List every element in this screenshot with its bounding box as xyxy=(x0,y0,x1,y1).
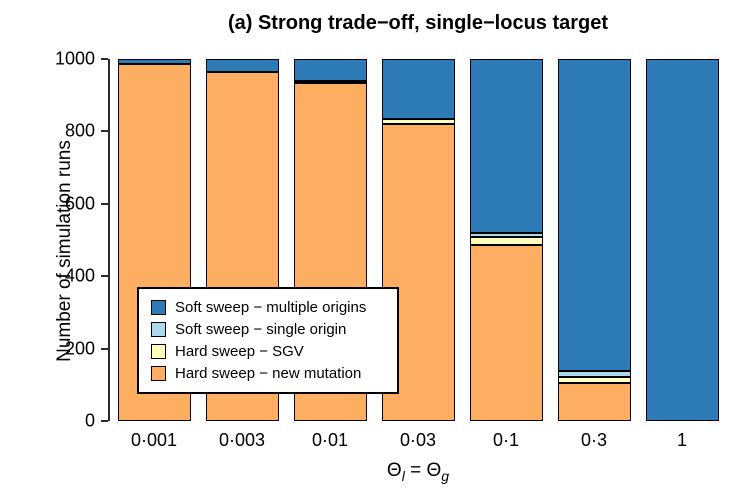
legend-label: Hard sweep − SGV xyxy=(175,343,304,360)
legend-label: Soft sweep − multiple origins xyxy=(175,299,367,316)
bar-slot xyxy=(550,59,638,421)
stacked-bar-0·3 xyxy=(557,59,631,421)
y-tick-label: 0 xyxy=(84,410,95,431)
y-tick-label: 600 xyxy=(64,193,95,214)
legend-item: Hard sweep − new mutation xyxy=(151,364,387,383)
y-tick-label: 1000 xyxy=(54,48,95,69)
bar-segment xyxy=(293,80,367,83)
bar-segment xyxy=(557,376,631,383)
legend-swatch xyxy=(151,300,166,315)
x-tick-label: 0·003 xyxy=(218,430,266,450)
x-axis-title-sub-right: g xyxy=(441,468,450,484)
bar-slot xyxy=(374,59,462,421)
stacked-bar-0·1 xyxy=(469,59,543,421)
stacked-bar-1 xyxy=(645,59,719,421)
legend-label: Hard sweep − new mutation xyxy=(175,365,362,382)
bar-segment xyxy=(205,59,279,72)
y-tick-label: 200 xyxy=(64,338,95,359)
legend-swatch xyxy=(151,366,166,381)
bar-segment xyxy=(557,383,631,421)
y-tick-mark xyxy=(101,347,108,350)
x-tick-label: 1 xyxy=(676,430,687,450)
bar-segment xyxy=(469,237,543,245)
bar-segment xyxy=(469,59,543,234)
chart-title: (a) Strong trade−off, single−locus targe… xyxy=(227,12,609,34)
plot-area: 0 200 400 600 800 1000 Soft sweep − multiple … xyxy=(55,49,726,431)
bar-segment xyxy=(117,59,191,65)
x-tick-label: 0·01 xyxy=(311,430,349,450)
x-tick-label: 0·3 xyxy=(580,430,607,450)
y-tick-mark xyxy=(101,58,108,60)
x-axis-title-theta-right: Θ xyxy=(426,460,442,481)
bar-segment xyxy=(469,233,543,238)
y-tick-label: 400 xyxy=(64,265,95,286)
bar-slot xyxy=(462,59,550,421)
x-tick-label: 0·1 xyxy=(492,430,519,450)
legend-box: Soft sweep − multiple origins Soft sweep … xyxy=(137,287,399,394)
legend-label: Soft sweep − single origin xyxy=(175,321,347,338)
x-axis-title: Θl = Θg xyxy=(110,460,726,484)
bar-segment xyxy=(381,59,455,119)
y-axis-line xyxy=(108,59,110,421)
bar-segment xyxy=(469,244,543,421)
legend-item: Soft sweep − single origin xyxy=(151,320,387,339)
y-tick-mark xyxy=(101,130,108,133)
y-tick-mark xyxy=(101,202,108,205)
stacked-bar-0·03 xyxy=(381,59,455,421)
legend-item: Hard sweep − SGV xyxy=(151,342,387,361)
x-axis-title-equals: = xyxy=(404,460,427,481)
x-axis-title-theta-left: Θ xyxy=(386,460,402,481)
x-axis-title-sub-left: l xyxy=(401,468,405,484)
bar-segment xyxy=(645,59,719,421)
legend-item: Soft sweep − multiple origins xyxy=(151,298,387,317)
bar-segment xyxy=(381,118,455,125)
bar-segment xyxy=(557,59,631,372)
bar-segment xyxy=(381,124,455,421)
y-tick-mark xyxy=(101,275,108,278)
x-tick-label: 0·03 xyxy=(399,430,437,450)
legend-swatch xyxy=(151,322,166,337)
bar-segment xyxy=(293,58,367,81)
y-tick-mark xyxy=(101,420,108,422)
y-tick-label: 800 xyxy=(64,120,95,141)
legend-swatch xyxy=(151,344,166,359)
x-axis-tick-labels: 0·001 0·003 0·01 0·03 0·1 0·3 1 xyxy=(110,430,726,451)
x-tick-label: 0·001 xyxy=(130,430,178,450)
bar-segment xyxy=(557,371,631,377)
bar-slot xyxy=(638,59,726,421)
